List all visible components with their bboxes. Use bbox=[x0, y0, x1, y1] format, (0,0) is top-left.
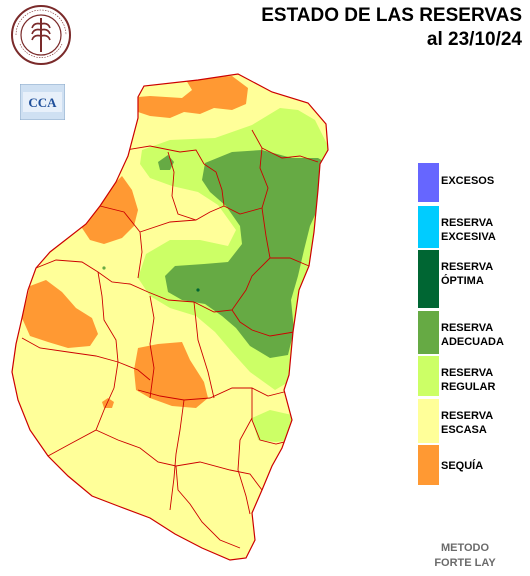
legend-text: RESERVA bbox=[441, 217, 494, 229]
legend-text: RESERVA bbox=[441, 410, 494, 422]
legend-swatch-excesiva bbox=[418, 206, 439, 248]
legend-text: RESERVA bbox=[441, 261, 494, 273]
legend-text: EXCESIVA bbox=[441, 231, 496, 243]
method-line-1: METODO bbox=[440, 542, 490, 554]
legend-text: RESERVA bbox=[441, 367, 494, 379]
legend-label-adecuada: RESERVA ADECUADA bbox=[441, 321, 526, 349]
bolsa-de-cereales-logo bbox=[11, 5, 71, 65]
legend-label-excesos: EXCESOS bbox=[441, 174, 526, 188]
legend-text: ÓPTIMA bbox=[441, 275, 484, 287]
zone-sequia-north bbox=[138, 76, 248, 118]
legend-swatch-escasa bbox=[418, 399, 439, 443]
legend-swatch-optima bbox=[418, 250, 439, 308]
locality-marker bbox=[102, 266, 106, 270]
legend-label-sequia: SEQUÍA bbox=[441, 459, 526, 473]
cca-logo: CCA bbox=[20, 84, 65, 120]
legend-text: SEQUÍA bbox=[441, 460, 484, 472]
legend-text: EXCESOS bbox=[441, 175, 495, 187]
zone-sequia-west bbox=[22, 280, 98, 348]
legend-swatch-regular bbox=[418, 356, 439, 396]
method-line-2: FORTE LAY bbox=[434, 557, 496, 569]
legend-text: ADECUADA bbox=[441, 336, 504, 348]
legend-label-optima: RESERVA ÓPTIMA bbox=[441, 260, 526, 288]
zone-sequia-spot bbox=[102, 398, 114, 408]
legend-label-regular: RESERVA REGULAR bbox=[441, 366, 526, 394]
zone-adecuada bbox=[165, 150, 328, 358]
legend-swatch-excesos bbox=[418, 163, 439, 202]
method-label: METODO FORTE LAY bbox=[410, 541, 520, 571]
province-outline bbox=[11, 73, 329, 561]
locality-marker bbox=[216, 166, 220, 170]
legend-text: RESERVA bbox=[441, 322, 494, 334]
map-date: al 23/10/24 bbox=[426, 29, 522, 50]
legend-text: ESCASA bbox=[441, 424, 487, 436]
map-title: ESTADO DE LAS RESERVAS bbox=[261, 5, 522, 26]
svg-text:CCA: CCA bbox=[28, 95, 57, 110]
zone-regular-south bbox=[252, 410, 292, 442]
province-fill bbox=[12, 74, 328, 560]
zone-sequia-northwest bbox=[82, 176, 138, 244]
legend-swatch-adecuada bbox=[418, 311, 439, 354]
locality-marker bbox=[196, 288, 200, 292]
department-borders bbox=[21, 129, 319, 549]
legend-label-escasa: RESERVA ESCASA bbox=[441, 409, 526, 437]
legend-text: REGULAR bbox=[441, 381, 496, 393]
legend-swatch-sequia bbox=[418, 445, 439, 485]
legend-label-excesiva: RESERVA EXCESIVA bbox=[441, 216, 526, 244]
